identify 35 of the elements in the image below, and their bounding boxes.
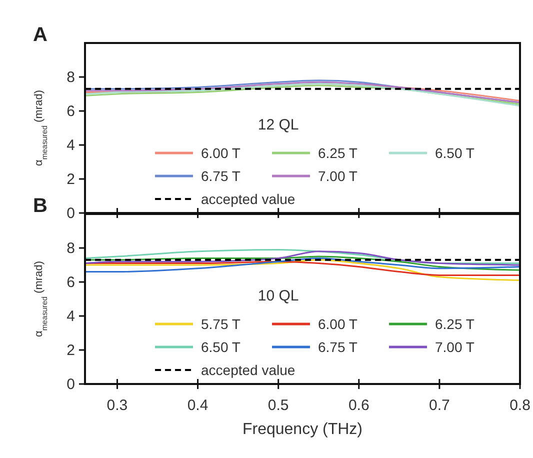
legend-label: 6.25 T bbox=[435, 316, 475, 332]
legend-label: 6.75 T bbox=[201, 168, 241, 184]
legend-label: 7.00 T bbox=[318, 168, 358, 184]
y-tick-label: 8 bbox=[66, 69, 75, 86]
legend-label: 6.75 T bbox=[318, 339, 358, 355]
y-tick-label: 2 bbox=[66, 342, 75, 359]
legend-label: 6.50 T bbox=[201, 339, 241, 355]
legend-label: 6.00 T bbox=[318, 316, 358, 332]
chart-title: B bbox=[33, 195, 48, 217]
x-tick-label: 0.3 bbox=[106, 397, 128, 414]
x-tick-label: 0.7 bbox=[429, 397, 450, 414]
annotation: 10 QL bbox=[258, 288, 299, 305]
x-tick-label: 0.4 bbox=[187, 397, 208, 414]
y-tick-label: 4 bbox=[66, 137, 75, 154]
line-series bbox=[84, 259, 521, 282]
chart-title: A bbox=[33, 24, 48, 46]
y-tick-label: 4 bbox=[66, 308, 75, 325]
y-tick-label: 6 bbox=[66, 274, 75, 291]
x-tick-label: 0.6 bbox=[348, 397, 370, 414]
annotation: 12 QL bbox=[258, 116, 299, 134]
y-tick-label: 0 bbox=[66, 376, 75, 393]
legend-label: accepted value bbox=[201, 362, 296, 378]
x-tick-label: 0.5 bbox=[268, 397, 289, 414]
legend-label: 6.50 T bbox=[435, 145, 475, 161]
legend-label: 6.25 T bbox=[318, 145, 358, 161]
y-tick-label: 8 bbox=[66, 240, 75, 257]
legend-label: accepted value bbox=[201, 191, 296, 207]
y-tick-label: 2 bbox=[66, 171, 75, 188]
y-tick-label: 6 bbox=[66, 103, 75, 120]
x-tick-label: 0.8 bbox=[510, 397, 530, 414]
legend-label: 6.00 T bbox=[201, 145, 241, 161]
x-axis-title: Frequency (THz) bbox=[242, 421, 363, 438]
legend-label: 5.75 T bbox=[201, 316, 241, 332]
y-tick-label: 0 bbox=[66, 205, 75, 222]
legend-label: 7.00 T bbox=[435, 339, 475, 355]
